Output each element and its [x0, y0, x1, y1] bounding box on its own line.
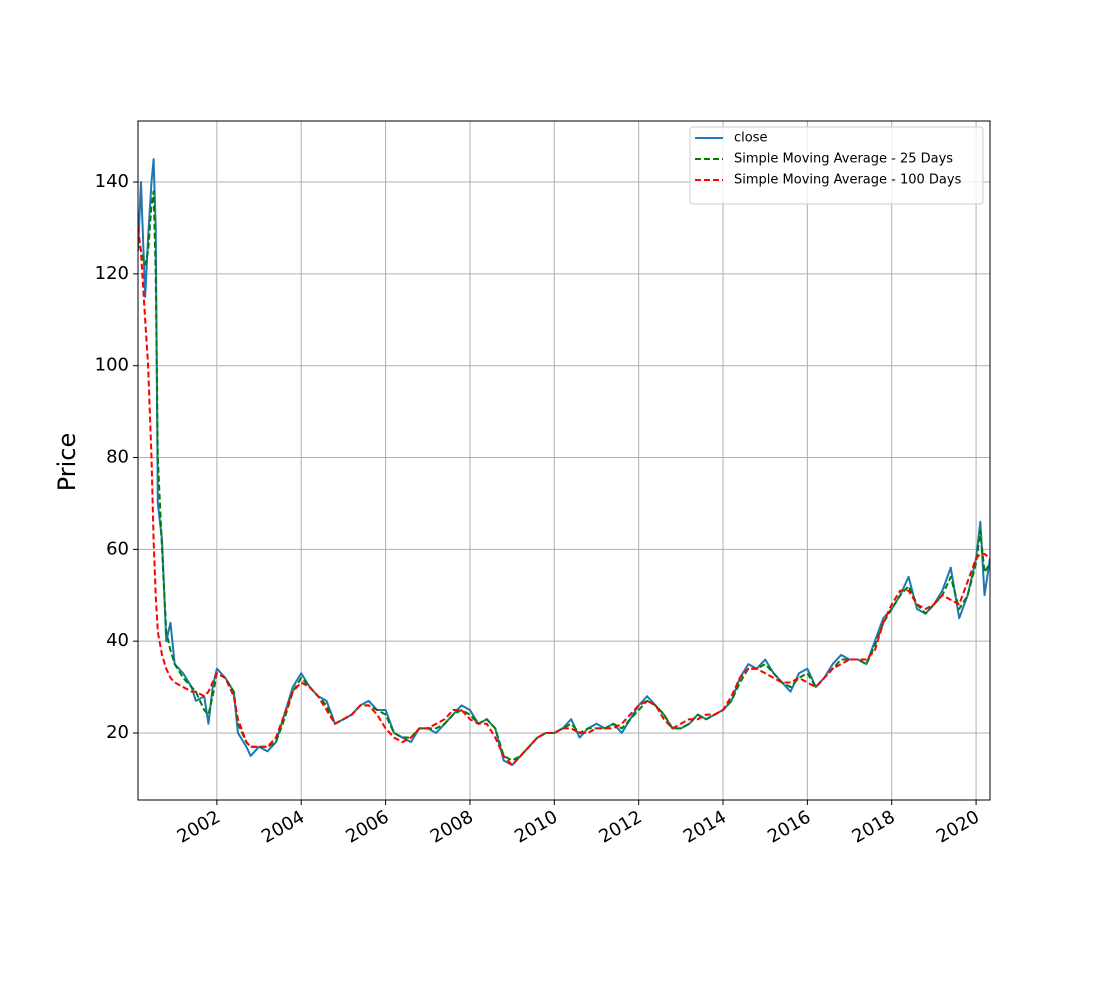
y-tick-label: 40: [106, 630, 129, 651]
y-tick-label: 80: [106, 447, 129, 468]
y-tick-label: 60: [106, 538, 129, 559]
plot-frame: [137, 120, 991, 801]
legend-label: Simple Moving Average - 25 Days: [734, 152, 953, 167]
legend-label: Simple Moving Average - 100 Days: [734, 173, 962, 188]
y-axis-label: Price: [53, 433, 81, 492]
series-line: [138, 227, 990, 767]
y-tick-label: 120: [95, 263, 129, 284]
y-tick-label: 140: [95, 171, 129, 192]
y-tick-label: 100: [95, 355, 129, 376]
legend-label: close: [734, 131, 767, 146]
y-tick-label: 20: [106, 722, 129, 743]
legend-box: [689, 126, 984, 205]
